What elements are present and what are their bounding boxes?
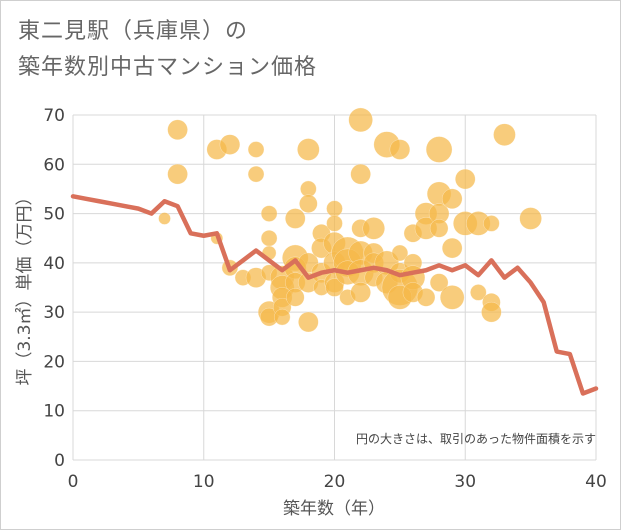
x-tick-labels: 0 10 20 30 40: [68, 472, 607, 492]
bubble-point: [481, 301, 502, 323]
y-tick-label: 30: [43, 303, 65, 323]
chart-title: 東二見駅（兵庫県）の 築年数別中古マンション価格: [18, 14, 317, 86]
bubble-point: [441, 237, 463, 259]
bubble-point: [298, 311, 319, 333]
bubble-point: [391, 244, 409, 262]
bubble-point: [493, 123, 516, 146]
bubble-point: [350, 163, 371, 185]
bubble-point: [219, 134, 241, 155]
bubble-point: [167, 163, 188, 185]
y-axis-label: 坪（3.3㎡）単価（万円）: [15, 188, 35, 385]
bubble-point: [429, 219, 449, 238]
title-line-2: 築年数別中古マンション価格: [18, 55, 318, 80]
x-axis-label: 築年数（年）: [283, 499, 385, 519]
bubble-point: [348, 107, 373, 133]
bubble-point: [167, 119, 188, 141]
bubble-point: [297, 138, 320, 161]
y-tick-label: 50: [43, 205, 65, 225]
y-tick-label: 40: [43, 254, 65, 274]
y-tick-label: 20: [43, 352, 65, 372]
bubble-point: [429, 273, 449, 292]
x-tick-label: 20: [324, 472, 346, 492]
bubble-layer: [158, 107, 542, 333]
bubble-point: [285, 208, 306, 229]
x-tick-label: 40: [585, 472, 607, 492]
y-tick-label: 10: [43, 402, 65, 422]
bubble-point: [273, 308, 291, 326]
bubble-point: [158, 212, 171, 225]
x-tick-label: 10: [193, 472, 215, 492]
bubble-point: [470, 284, 487, 301]
average-price-line: [70, 194, 599, 396]
bubble-point: [362, 217, 385, 240]
bubble-point: [519, 207, 542, 230]
bubble-point: [441, 188, 463, 210]
y-tick-label: 60: [43, 155, 65, 175]
y-tick-label: 0: [54, 451, 65, 471]
bubble-point: [260, 229, 278, 247]
bubble-point: [286, 288, 305, 307]
bubble-point: [416, 288, 436, 307]
bubble-point: [439, 285, 465, 310]
bubble-point: [455, 168, 476, 190]
bubble-point: [326, 215, 343, 232]
bubble-point: [389, 139, 411, 160]
bubble-point: [350, 282, 371, 303]
bubble-size-note: 円の大きさは、取引のあった物件面積を示す: [356, 431, 596, 446]
bubble-point: [260, 205, 278, 222]
bubble-point: [247, 141, 265, 158]
bubble-point: [326, 200, 343, 217]
y-tick-label: 70: [43, 106, 65, 126]
trend-line-layer: [70, 194, 599, 396]
x-tick-label: 0: [68, 472, 79, 492]
bubble-point: [425, 136, 453, 163]
bubble-point: [483, 215, 500, 232]
x-tick-label: 30: [454, 472, 476, 492]
bubble-point: [247, 165, 265, 183]
y-tick-labels: 0 10 20 30 40 50 60 70: [43, 106, 65, 471]
bubble-point: [299, 194, 318, 213]
bubble-point: [325, 278, 344, 297]
title-line-1: 東二見駅（兵庫県）の: [18, 19, 249, 44]
